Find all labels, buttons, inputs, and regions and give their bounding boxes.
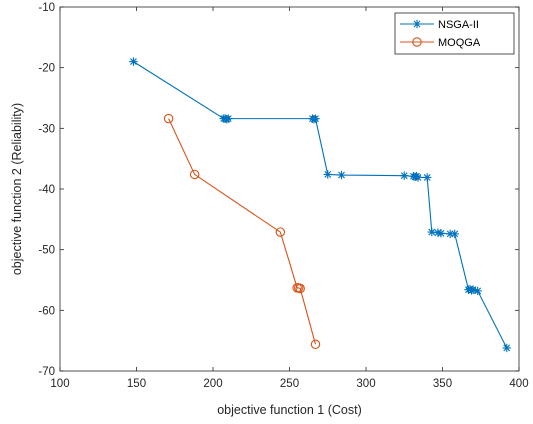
- x-tick-label: 400: [509, 378, 528, 390]
- x-tick-label: 100: [50, 378, 69, 390]
- data-point-moqga: [310, 339, 321, 350]
- series-nsga-ii: [129, 57, 511, 353]
- x-axis-title: objective function 1 (Cost): [217, 403, 362, 417]
- data-point-moqga: [189, 169, 200, 180]
- data-point-nsga-ii: [222, 115, 231, 124]
- y-tick-label: -70: [38, 366, 55, 378]
- data-point-nsga-ii: [502, 343, 511, 353]
- legend: NSGA-II MOQGA: [394, 12, 515, 55]
- data-point-nsga-ii: [450, 229, 459, 239]
- y-tick-label: -50: [38, 245, 55, 257]
- data-point-nsga-ii: [423, 173, 432, 182]
- data-point-nsga-ii: [413, 173, 423, 182]
- data-point-nsga-ii: [323, 170, 332, 179]
- data-point-nsga-ii: [337, 170, 346, 180]
- legend-marker-nsga-ii: [412, 19, 422, 29]
- data-point-moqga: [295, 283, 305, 294]
- data-point-moqga: [163, 113, 174, 124]
- series-layer: [129, 57, 511, 353]
- x-tick-label: 350: [433, 378, 452, 390]
- axis-layer: 100 150 200 250 300 350 400 -70 -60 -50 -40 -30 -20 -…: [38, 2, 528, 390]
- legend-item-moqga: MOQGA: [400, 37, 481, 49]
- legend-box: [394, 12, 515, 55]
- x-tick-label: 200: [203, 378, 222, 390]
- data-point-nsga-ii: [427, 227, 436, 237]
- legend-item-nsga-ii: NSGA-II: [400, 19, 479, 31]
- legend-items: NSGA-II MOQGA: [400, 19, 481, 49]
- data-point-nsga-ii: [400, 171, 409, 180]
- series-moqga: [163, 113, 321, 350]
- data-point-nsga-ii: [311, 114, 320, 123]
- legend-label-moqga: MOQGA: [438, 37, 481, 49]
- plot-background: [60, 7, 519, 371]
- data-point-moqga: [275, 227, 286, 237]
- data-point-nsga-ii: [224, 114, 233, 123]
- y-tick-label: -20: [38, 63, 55, 75]
- y-tick-label: -60: [38, 305, 55, 317]
- series-line-moqga: [168, 118, 317, 345]
- y-tick-label: -10: [38, 2, 55, 14]
- data-point-nsga-ii: [129, 57, 138, 66]
- legend-marker-moqga: [412, 37, 422, 47]
- y-tick-label: -30: [38, 123, 55, 135]
- y-tick-label: -40: [38, 184, 55, 196]
- x-tick-label: 300: [356, 378, 375, 390]
- legend-label-nsga-ii: NSGA-II: [438, 19, 479, 31]
- data-point-nsga-ii: [473, 286, 482, 296]
- y-axis-title: objective function 2 (Reliability): [10, 103, 24, 275]
- x-tick-label: 150: [127, 378, 146, 390]
- x-tick-label: 250: [280, 378, 299, 390]
- data-point-nsga-ii: [436, 229, 446, 238]
- data-point-nsga-ii: [309, 115, 319, 124]
- data-point-nsga-ii: [467, 286, 476, 295]
